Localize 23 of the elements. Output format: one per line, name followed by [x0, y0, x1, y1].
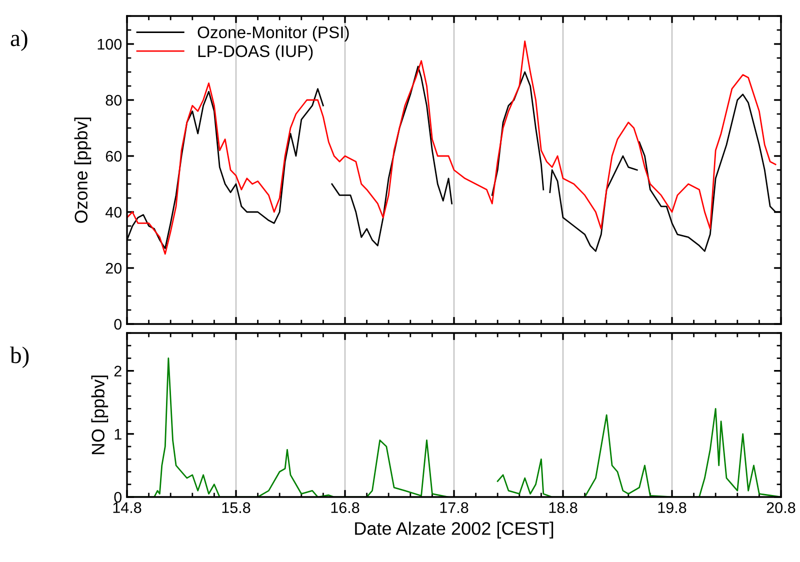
x-tick-label: 14.8: [113, 502, 142, 514]
y-tick-label: 20: [106, 262, 122, 274]
y-tick-label: 40: [106, 206, 122, 218]
y-tick-label: 60: [106, 150, 122, 162]
x-tick-label: 20.8: [766, 502, 796, 514]
y-tick-label: 0: [114, 492, 122, 503]
y-axis-title: NO [ppbv]: [91, 376, 108, 454]
y-tick-label: 0: [114, 318, 122, 330]
y-tick-label: 80: [106, 94, 122, 106]
y-tick-label: 2: [114, 366, 122, 376]
x-tick-label: 16.8: [331, 502, 360, 514]
text: a): [10, 30, 28, 52]
x-tick-label: 15.8: [222, 502, 250, 514]
x-axis-title: Date Alzate 2002 [CEST]: [355, 522, 554, 538]
x-tick-label: 19.8: [658, 502, 686, 514]
y-tick-label: 1: [114, 428, 122, 440]
y-axis-title: Ozone [ppbv]: [74, 118, 92, 223]
legend-label: LP-DOAS (IUP): [198, 44, 313, 60]
x-tick-label: 18.8: [549, 502, 578, 514]
y-tick-label: 100: [98, 38, 122, 50]
text: b): [10, 346, 29, 368]
x-tick-label: 17.8: [440, 502, 468, 514]
legend-label: Ozone-Monitor (PSI): [198, 26, 349, 42]
